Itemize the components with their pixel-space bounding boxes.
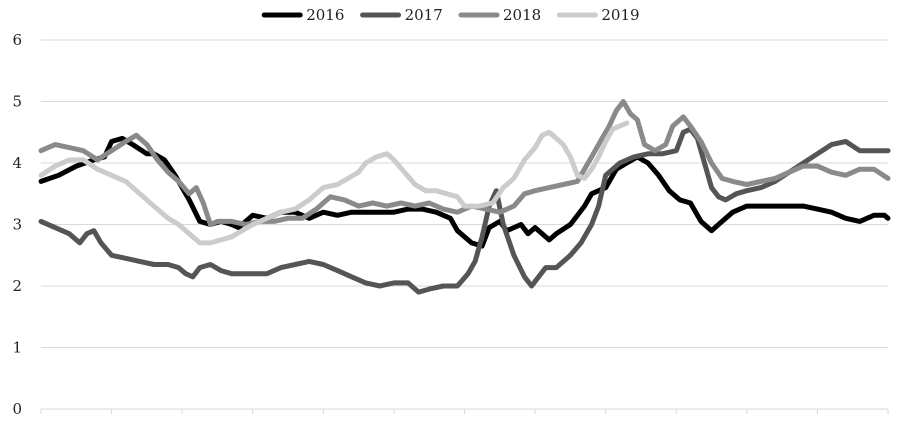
y-tick-label-3: 3 <box>12 216 22 234</box>
y-tick-label-1: 1 <box>12 339 22 357</box>
legend-item-2016: 2016 <box>261 6 344 24</box>
series-lines <box>38 99 891 295</box>
x-axis <box>40 408 889 414</box>
gridlines <box>41 39 888 348</box>
legend: 2016 2017 2018 2019 <box>261 6 640 24</box>
series-line-2017 <box>38 126 891 295</box>
series-line-2018 <box>38 99 891 227</box>
legend-label: 2018 <box>503 6 541 24</box>
legend-item-2019: 2019 <box>556 6 640 24</box>
y-tick-label-4: 4 <box>12 154 22 172</box>
legend-item-2017: 2017 <box>360 6 443 24</box>
legend-label: 2017 <box>405 6 443 24</box>
y-tick-label-2: 2 <box>12 277 22 295</box>
series-line-2016 <box>38 135 891 249</box>
y-tick-label-6: 6 <box>12 31 22 49</box>
legend-label: 2016 <box>306 6 344 24</box>
series-line-2019 <box>38 120 630 246</box>
y-tick-label-5: 5 <box>12 93 22 111</box>
y-axis: 0 1 2 3 4 5 6 <box>12 31 22 418</box>
legend-item-2018: 2018 <box>458 6 541 24</box>
legend-label: 2019 <box>601 6 639 24</box>
y-tick-label-0: 0 <box>12 400 22 418</box>
